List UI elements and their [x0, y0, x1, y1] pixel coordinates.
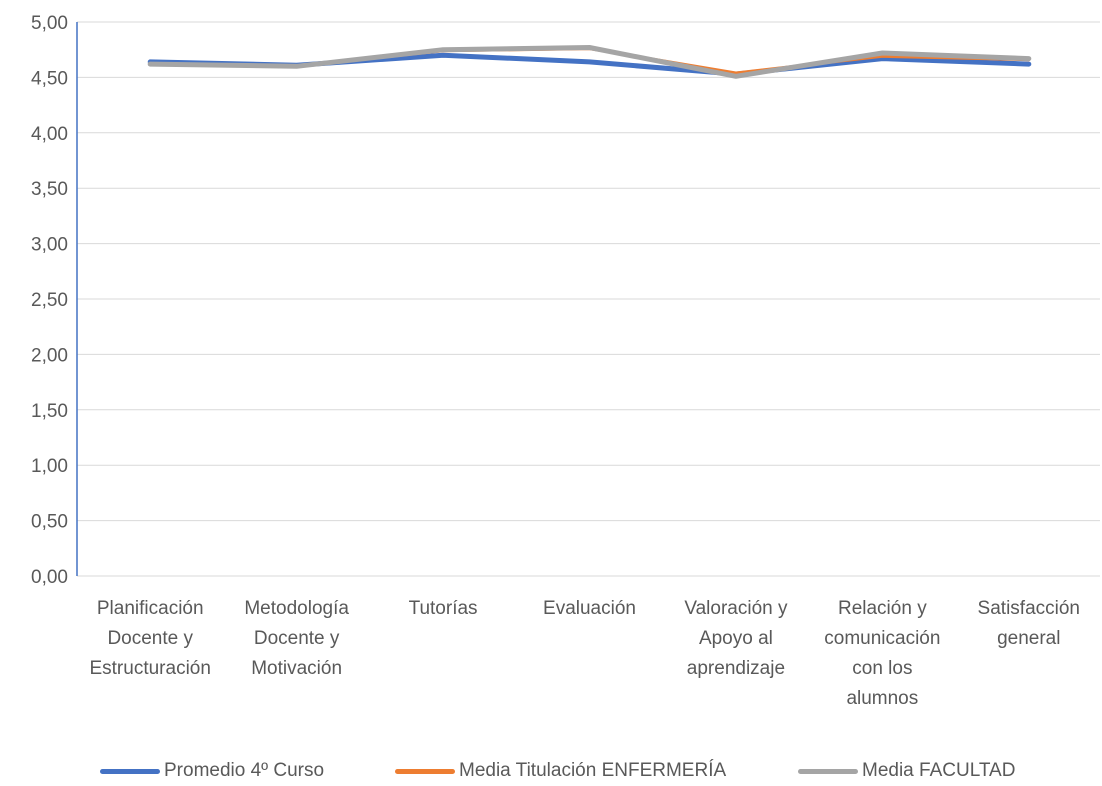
gridlines: [77, 21, 1100, 577]
x-tick-label-line: con los: [852, 658, 912, 679]
legend-item-facultad: Media FACULTAD: [798, 760, 1015, 782]
x-tick-label: Planificación Docente y Estructuración: [89, 598, 210, 679]
legend-label: Media FACULTAD: [862, 760, 1016, 781]
x-tick-label: Tutorías: [409, 598, 478, 619]
x-tick-label: Satisfacción general: [978, 598, 1080, 649]
x-tick-label-line: Satisfacción: [978, 598, 1080, 619]
legend-label: Media Titulación ENFERMERÍA: [459, 760, 727, 781]
y-tick-label: 2,50: [31, 290, 68, 311]
x-tick-label-line: aprendizaje: [687, 658, 785, 679]
y-tick-label: 3,00: [31, 235, 68, 256]
x-axis-labels: Planificación Docente y Estructuración Meto…: [89, 598, 1080, 709]
x-tick-label-line: alumnos: [846, 688, 918, 709]
line-chart: 0,00 0,50 1,00 1,50 2,00 2,50 3,00 3,50 4,00 4,50…: [31, 13, 1100, 709]
legend-swatch-promedio: [100, 768, 160, 774]
x-tick-label: Relación y comunicación con los alumnos: [824, 598, 940, 709]
x-tick-label-line: Relación y: [838, 598, 927, 619]
x-tick-label-line: Docente y: [254, 628, 340, 649]
legend-item-promedio: Promedio 4º Curso: [100, 760, 324, 782]
y-axis-ticks: 0,00 0,50 1,00 1,50 2,00 2,50 3,00 3,50 4,00 4,50…: [31, 13, 68, 588]
y-tick-label: 1,50: [31, 401, 68, 422]
legend-swatch-titulacion: [395, 768, 455, 774]
x-tick-label: Evaluación: [543, 598, 636, 619]
series-lines: [147, 45, 1032, 79]
y-tick-label: 2,00: [31, 345, 68, 366]
x-tick-label: Metodología Docente y Motivación: [244, 598, 349, 679]
y-tick-label: 4,00: [31, 124, 68, 145]
legend: Promedio 4º Curso Media Titulación ENFER…: [0, 760, 1102, 786]
x-tick-label-line: Metodología: [244, 598, 349, 619]
y-tick-label: 4,50: [31, 68, 68, 89]
legend-item-titulacion: Media Titulación ENFERMERÍA: [395, 760, 726, 782]
y-tick-label: 5,00: [31, 13, 68, 34]
x-tick-label-line: Motivación: [251, 658, 342, 679]
y-tick-label: 3,50: [31, 179, 68, 200]
x-tick-label-line: comunicación: [824, 628, 940, 649]
x-tick-label-line: general: [997, 628, 1060, 649]
y-tick-label: 1,00: [31, 456, 68, 477]
y-tick-label: 0,00: [31, 567, 68, 588]
legend-label: Promedio 4º Curso: [164, 760, 325, 781]
x-tick-label-line: Apoyo al: [699, 628, 773, 649]
legend-swatch-facultad: [798, 768, 858, 774]
x-tick-label-line: Evaluación: [543, 598, 636, 619]
x-tick-label-line: Planificación: [97, 598, 204, 619]
x-tick-label: Valoración y Apoyo al aprendizaje: [684, 598, 788, 679]
x-tick-label-line: Docente y: [107, 628, 193, 649]
x-tick-label-line: Tutorías: [409, 598, 478, 619]
x-tick-label-line: Estructuración: [89, 658, 210, 679]
y-tick-label: 0,50: [31, 512, 68, 533]
x-tick-label-line: Valoración y: [684, 598, 788, 619]
series-line-3: [147, 45, 1032, 79]
